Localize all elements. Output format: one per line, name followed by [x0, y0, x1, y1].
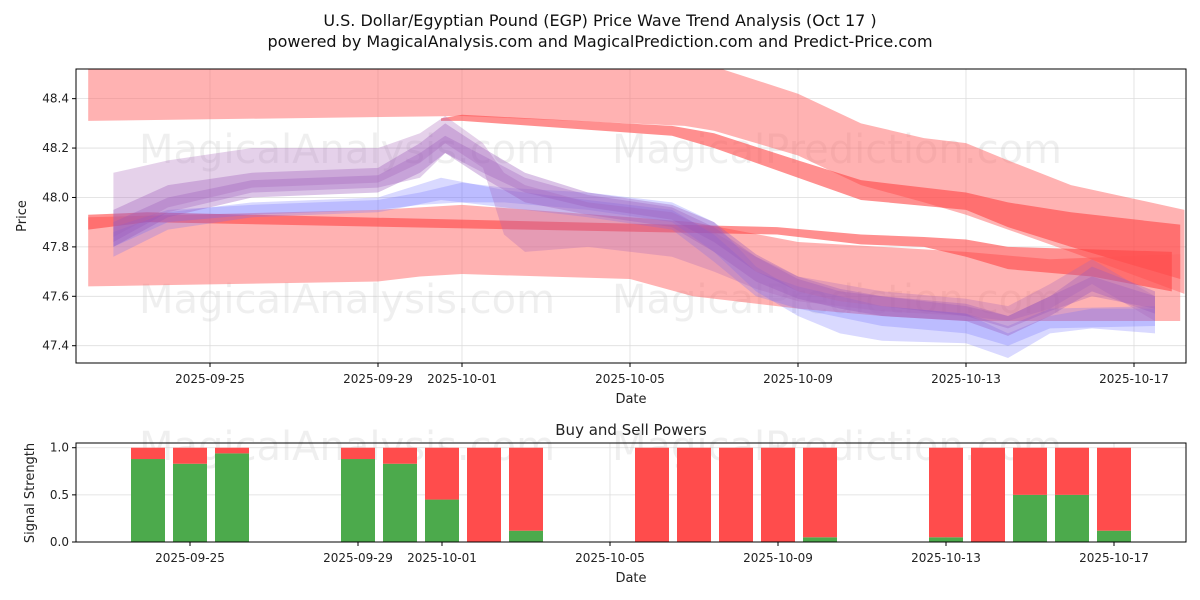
buy-bar: [509, 530, 543, 542]
price-ticks: 47.4 47.6 47.8 48.0 48.2 48.4 2025-09-25 2025-0…: [42, 92, 1169, 386]
buy-bar: [131, 459, 165, 542]
signal-chart: Buy and Sell Powers MagicalAnalysis.com …: [23, 421, 1187, 586]
y-tick-label: 48.0: [42, 190, 69, 204]
red-upper-band: [88, 69, 1185, 294]
buy-bar: [341, 459, 375, 542]
sell-bar: [635, 447, 669, 542]
y-tick-label: 47.8: [42, 240, 69, 254]
signal-ticks: 0.0 0.5 1.0 2025-09-25 2025-09-29 2025-10-01 2…: [50, 441, 1149, 565]
signal-bars: [131, 447, 1131, 542]
blue-band-2: [113, 177, 1155, 346]
buy-bar: [803, 537, 837, 542]
price-y-label: Price: [15, 200, 30, 232]
price-x-label: Date: [615, 392, 646, 407]
buy-bar: [425, 499, 459, 542]
chart-subtitle: powered by MagicalAnalysis.com and Magic…: [267, 32, 932, 51]
purple-band-3: [113, 135, 1155, 329]
chart-title: U.S. Dollar/Egyptian Pound (EGP) Price W…: [323, 11, 876, 30]
sell-bar: [803, 447, 837, 538]
x-tick-label: 2025-10-17: [1079, 551, 1149, 565]
purple-band-1: [113, 123, 1155, 336]
buy-bar: [1097, 530, 1131, 542]
signal-x-label: Date: [615, 571, 646, 586]
buy-bar: [215, 453, 249, 542]
y-tick-label: 48.2: [42, 141, 69, 155]
signal-y-label: Signal Strength: [23, 443, 38, 543]
x-tick-label: 2025-10-09: [743, 551, 813, 565]
buy-bar: [929, 537, 963, 542]
signal-axes-frame: [75, 442, 1187, 543]
sell-bar: [341, 447, 375, 460]
sell-bar: [383, 447, 417, 464]
sell-bar: [215, 447, 249, 454]
x-tick-label: 2025-09-25: [175, 372, 245, 386]
x-tick-label: 2025-10-01: [427, 372, 497, 386]
sell-bar: [1097, 447, 1131, 531]
blue-band-1: [113, 182, 1155, 359]
x-tick-label: 2025-10-13: [931, 372, 1001, 386]
sell-bar: [131, 447, 165, 460]
x-tick-label: 2025-09-25: [155, 551, 225, 565]
buy-bar: [1055, 494, 1089, 542]
price-axes-frame: [75, 68, 1187, 364]
sell-bar: [173, 447, 207, 464]
watermark: MagicalAnalysis.com: [139, 277, 555, 323]
sell-bar: [1013, 447, 1047, 495]
buy-bar: [383, 463, 417, 542]
sell-bar: [509, 447, 543, 531]
sell-bar: [425, 447, 459, 500]
buy-bar: [173, 463, 207, 542]
sell-bar: [467, 447, 501, 542]
price-bands: [88, 69, 1185, 359]
signal-title: Buy and Sell Powers: [555, 421, 707, 439]
red-lower-core: [88, 212, 1172, 292]
x-tick-label: 2025-10-05: [575, 551, 645, 565]
sell-bar: [761, 447, 795, 542]
sell-bar: [971, 447, 1005, 542]
x-tick-label: 2025-09-29: [323, 551, 393, 565]
y-tick-label: 0.0: [50, 535, 69, 549]
x-tick-label: 2025-10-09: [763, 372, 833, 386]
x-tick-label: 2025-10-01: [407, 551, 477, 565]
price-chart: MagicalAnalysis.com MagicalPrediction.co…: [15, 68, 1187, 407]
sell-bar: [929, 447, 963, 538]
x-tick-label: 2025-10-05: [595, 372, 665, 386]
x-tick-label: 2025-10-17: [1099, 372, 1169, 386]
purple-band-2: [113, 115, 1155, 321]
y-tick-label: 47.6: [42, 289, 69, 303]
y-tick-label: 1.0: [50, 441, 69, 455]
sell-bar: [719, 447, 753, 542]
x-tick-label: 2025-09-29: [343, 372, 413, 386]
y-tick-label: 0.5: [50, 488, 69, 502]
sell-bar: [1055, 447, 1089, 495]
x-tick-label: 2025-10-13: [911, 551, 981, 565]
red-lower-band: [88, 204, 1181, 321]
sell-bar: [677, 447, 711, 542]
y-tick-label: 48.4: [42, 92, 69, 106]
watermark: MagicalAnalysis.com: [139, 127, 555, 173]
y-tick-label: 47.4: [42, 339, 69, 353]
buy-bar: [1013, 494, 1047, 542]
